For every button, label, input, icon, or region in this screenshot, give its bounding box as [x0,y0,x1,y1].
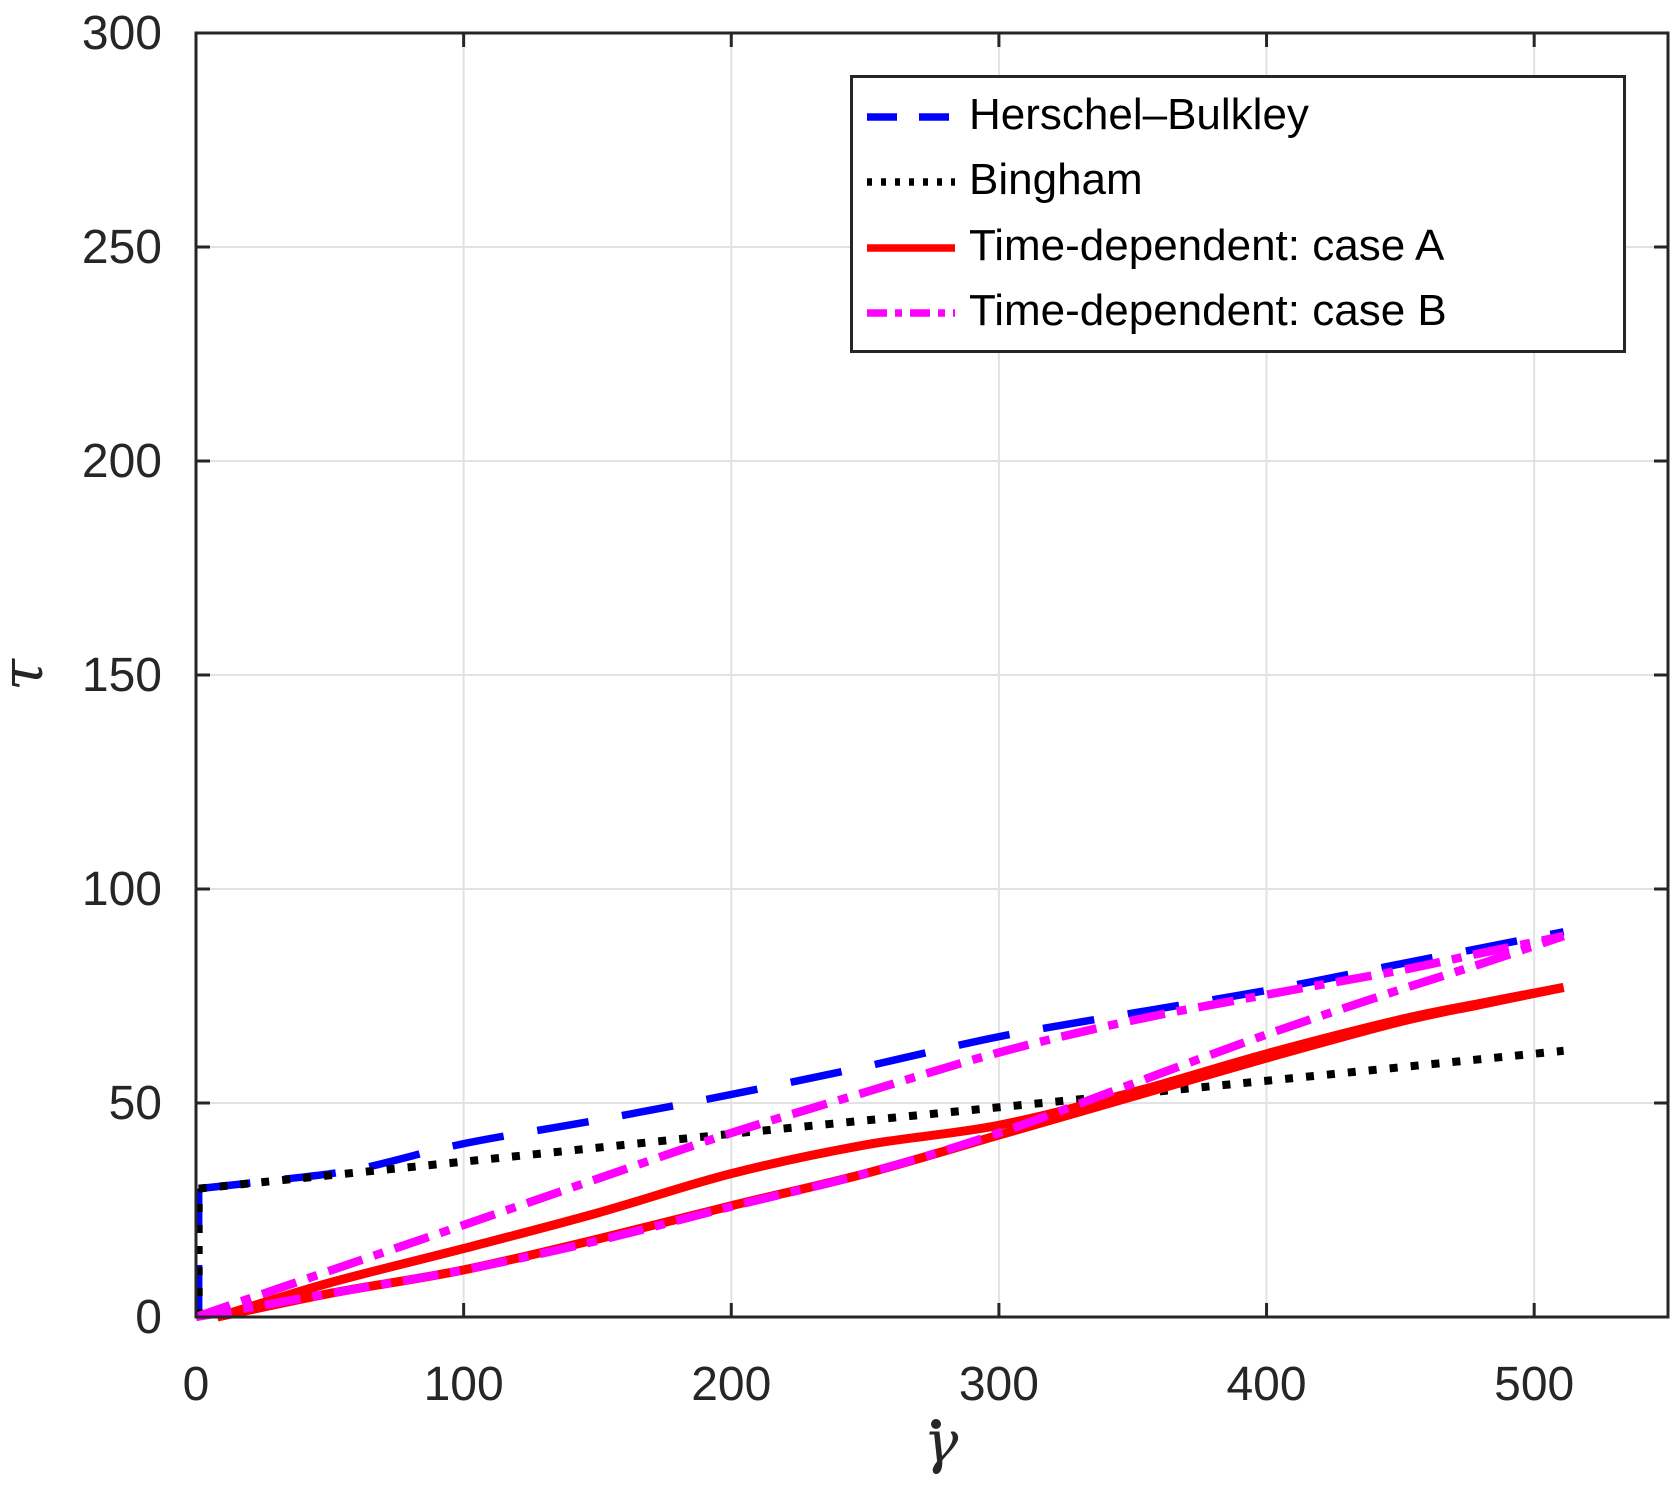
legend-line-sample-herschel-bulkley [867,113,955,121]
x-tick-label: 400 [1226,1358,1306,1411]
x-axis-label-dot [931,1419,941,1429]
legend-label-bingham: Bingham [969,155,1143,205]
x-tick-label: 200 [691,1358,771,1411]
x-tick-label: 300 [959,1358,1039,1411]
y-tick-label: 0 [135,1291,162,1344]
legend-line-sample-bingham [867,178,955,186]
legend-line-sample-time-dependent-case-a [867,244,955,252]
legend-item-time-dependent-case-a: Time-dependent: case A [865,219,1623,277]
legend-label-herschel-bulkley: Herschel–Bulkley [969,89,1309,139]
legend-item-bingham: Bingham [865,153,1623,211]
curve-herschel-bulkley [198,928,1565,1193]
x-tick-label: 500 [1494,1358,1574,1411]
x-axis-label: γ [924,1408,959,1476]
curve-time-dependent-case-a [216,983,1565,1322]
x-tick-label: 100 [424,1358,504,1411]
y-tick-label: 300 [82,7,162,60]
y-tick-label: 250 [82,221,162,274]
legend-item-herschel-bulkley: Herschel–Bulkley [865,88,1623,146]
y-axis-label: τ [0,658,56,691]
curve-bingham [198,1046,1565,1193]
curve-time-dependent-case-a [216,983,1565,1322]
curve-time-dependent-case-b [195,932,1565,1322]
legend-label-time-dependent-case-b: Time-dependent: case B [969,286,1447,336]
legend-line-sample-time-dependent-case-b [867,309,955,317]
y-tick-label: 50 [109,1077,162,1130]
legend-label-time-dependent-case-a: Time-dependent: case A [969,220,1445,270]
y-tick-label: 100 [82,863,162,916]
x-tick-label: 0 [183,1358,210,1411]
legend: Herschel–Bulkley Bingham Time-dependent:… [850,75,1626,353]
y-tick-label: 200 [82,435,162,488]
y-tick-label: 150 [82,649,162,702]
legend-item-time-dependent-case-b: Time-dependent: case B [865,284,1623,342]
curve-time-dependent-case-b [194,931,1565,1322]
